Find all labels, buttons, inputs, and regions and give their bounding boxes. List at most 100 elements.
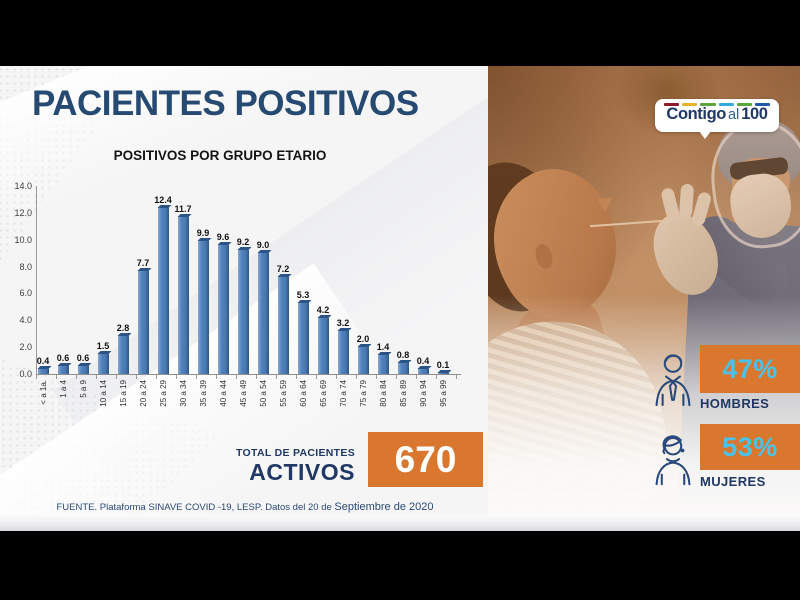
bar-top-face xyxy=(337,328,351,332)
bar xyxy=(137,267,151,374)
y-axis-tick: 8.0 xyxy=(19,261,32,272)
bar xyxy=(377,352,391,374)
mujeres-label: MUJERES xyxy=(700,474,766,489)
x-axis-label: 20 a 24 xyxy=(139,380,148,407)
x-axis-label: 50 a 54 xyxy=(259,380,268,407)
x-axis-label: 90 a 94 xyxy=(419,380,428,407)
bar-value-label: 1.5 xyxy=(96,340,110,351)
bar-value-label: 3.2 xyxy=(336,318,350,329)
bar-value-label: 1.4 xyxy=(376,342,390,353)
bar xyxy=(417,365,431,374)
bottom-gray-strip xyxy=(0,515,800,531)
bar-value-label: 0.4 xyxy=(416,355,430,366)
bar-value-label: 0.1 xyxy=(436,359,450,370)
x-axis-label: 80 a 84 xyxy=(379,380,388,407)
bar xyxy=(77,362,91,374)
x-axis-label: 85 a 89 xyxy=(399,380,408,407)
x-axis-label: 70 a 74 xyxy=(339,380,348,407)
bar xyxy=(97,350,111,374)
x-axis-label: 15 a 19 xyxy=(119,380,128,407)
bar xyxy=(437,369,451,374)
x-axis-label: 75 a 79 xyxy=(359,380,368,407)
x-axis-label: 35 a 39 xyxy=(199,380,208,407)
bar-chart-plot: 0.4 < a 1a. 0.6 1 a 4 0.6 5 a 9 1.5 10 a 14 2.8 1… xyxy=(36,186,461,407)
bar xyxy=(277,274,291,374)
x-axis-label: 1 a 4 xyxy=(59,380,68,398)
total-value-box: 670 xyxy=(368,432,483,487)
x-axis-line xyxy=(36,374,461,379)
logo-dash xyxy=(700,103,716,106)
bar-value-label: 7.2 xyxy=(276,264,290,275)
bar-value-label: 9.2 xyxy=(236,237,250,248)
bar-top-face xyxy=(177,213,191,217)
bar xyxy=(397,360,411,374)
bar-top-face xyxy=(97,350,111,354)
logo-dash xyxy=(754,103,771,106)
x-axis-label: 25 a 29 xyxy=(159,380,168,407)
chart-title: POSITIVOS POR GRUPO ETARIO xyxy=(113,148,327,163)
logo-dash xyxy=(736,103,752,106)
y-axis-tick: 10.0 xyxy=(14,234,32,245)
source-text: FUENTE. Plataforma SINAVE COVID -19, LES… xyxy=(56,502,335,513)
logo-word-al: al xyxy=(727,107,740,123)
bar-value-label: 2.0 xyxy=(356,334,370,345)
photo-white-fade xyxy=(488,295,800,531)
x-axis-label: 30 a 34 xyxy=(179,380,188,407)
man-icon xyxy=(655,354,691,407)
page-title-bold: POSITIVOS xyxy=(234,84,419,123)
logo-dash xyxy=(718,103,734,106)
y-axis-tick: 0.0 xyxy=(19,369,32,379)
hombres-percentage-box: 47% xyxy=(700,345,800,393)
source-date: Septiembre de 2020 xyxy=(334,501,434,513)
y-axis-tick: 4.0 xyxy=(19,315,32,326)
bar-value-label: 7.7 xyxy=(136,257,150,268)
bar xyxy=(257,250,271,374)
y-axis-line xyxy=(36,186,37,376)
bar-value-label: 4.2 xyxy=(316,304,330,315)
bar-top-face xyxy=(117,333,131,337)
bar xyxy=(37,365,51,374)
x-axis-label: 10 a 14 xyxy=(99,380,108,407)
mujeres-percentage: 53% xyxy=(722,431,778,462)
page-title: PACIENTES POSITIVOS xyxy=(32,84,472,124)
bar xyxy=(357,344,371,374)
bar-top-face xyxy=(277,274,291,278)
bar-value-label: 0.6 xyxy=(76,352,90,363)
bar xyxy=(297,299,311,374)
bar-top-face xyxy=(297,299,311,303)
bar xyxy=(157,204,171,374)
bar-top-face xyxy=(57,362,71,366)
bar-value-label: 0.8 xyxy=(396,350,410,361)
logo-word-100: 100 xyxy=(741,105,768,123)
x-axis-label: 65 a 69 xyxy=(319,380,328,407)
bar-top-face xyxy=(257,250,271,254)
page-title-regular: PACIENTES xyxy=(32,84,235,123)
bar xyxy=(57,362,71,374)
bar-top-face xyxy=(137,267,151,271)
bar-top-face xyxy=(37,365,51,369)
source-note: FUENTE. Plataforma SINAVE COVID -19, LES… xyxy=(30,497,460,515)
total-value: 670 xyxy=(394,438,457,480)
bar-value-label: 9.6 xyxy=(216,232,230,243)
bar xyxy=(317,314,331,374)
logo-text: Contigo al 100 xyxy=(655,105,779,124)
total-label-line2: ACTIVOS xyxy=(249,459,355,485)
logo-word-contigo: Contigo xyxy=(666,105,726,123)
bar xyxy=(177,213,191,374)
bar-value-label: 9.0 xyxy=(256,240,270,251)
x-axis-label: 60 a 64 xyxy=(299,380,308,407)
bar xyxy=(197,238,211,374)
bar-top-face xyxy=(437,369,451,373)
x-axis-label: 40 a 44 xyxy=(219,380,228,407)
x-axis-label: 5 a 9 xyxy=(79,380,88,398)
woman-icon xyxy=(655,435,691,486)
letterbox-bottom xyxy=(0,531,800,600)
bar-value-label: 12.4 xyxy=(154,194,172,205)
x-axis-label: < a 1a. xyxy=(39,380,48,405)
bar-top-face xyxy=(77,362,91,366)
stats-panel xyxy=(0,66,488,531)
hombres-percentage: 47% xyxy=(722,353,778,384)
y-axis-tick: 6.0 xyxy=(19,288,32,299)
bar-value-label: 5.3 xyxy=(296,289,310,300)
